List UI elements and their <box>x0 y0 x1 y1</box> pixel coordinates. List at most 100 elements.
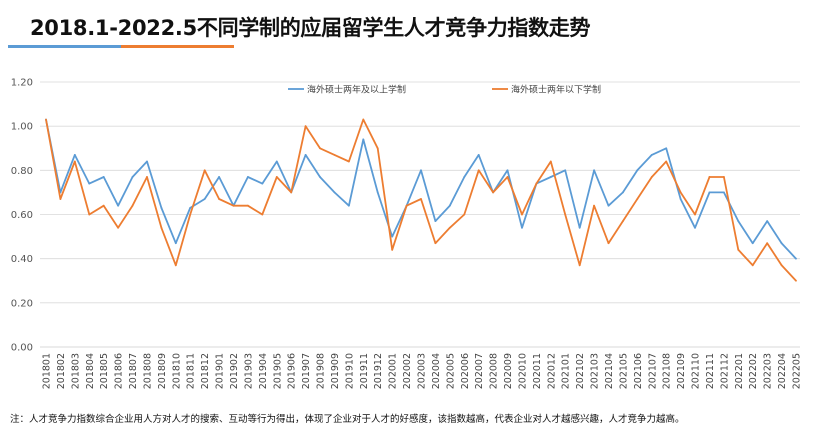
data-point <box>319 176 321 178</box>
data-point <box>420 169 422 172</box>
data-point <box>420 198 422 200</box>
x-tick-label: 202007 <box>474 353 485 389</box>
data-point <box>463 213 466 216</box>
x-tick-label: 201910 <box>344 353 355 389</box>
x-tick-label: 201807 <box>128 353 139 389</box>
x-tick-label: 201902 <box>229 353 240 389</box>
data-point <box>261 182 264 185</box>
x-tick-label: 201912 <box>373 353 384 389</box>
x-tick-label: 201909 <box>330 353 341 389</box>
x-tick-label: 202202 <box>748 353 759 389</box>
x-tick-label: 202203 <box>763 353 774 389</box>
x-tick-label: 202106 <box>633 353 644 389</box>
data-point <box>434 220 437 223</box>
data-point <box>261 213 264 216</box>
data-point <box>131 176 134 178</box>
data-point <box>405 204 408 207</box>
data-point <box>549 176 552 178</box>
data-point <box>564 169 567 172</box>
data-point <box>189 206 192 209</box>
data-point <box>247 176 249 178</box>
data-point <box>275 160 278 163</box>
x-tick-label: 202009 <box>503 353 514 389</box>
data-point <box>722 176 725 178</box>
data-point <box>333 191 336 194</box>
x-tick-label: 202108 <box>662 353 673 389</box>
data-point <box>665 147 668 150</box>
x-tick-label: 201908 <box>316 353 327 389</box>
x-tick-label: 201811 <box>186 353 197 389</box>
data-point <box>189 213 192 216</box>
data-point <box>722 191 725 194</box>
data-point <box>492 191 495 194</box>
data-point <box>275 176 278 178</box>
x-tick-label: 202101 <box>561 353 572 389</box>
data-point <box>766 242 769 245</box>
data-point <box>737 248 740 251</box>
y-tick-label: 0.20 <box>11 298 33 309</box>
data-point <box>88 182 91 185</box>
x-tick-label: 202002 <box>402 353 413 389</box>
data-point <box>247 204 249 207</box>
data-point <box>506 169 509 172</box>
y-tick-label: 0.60 <box>11 210 33 221</box>
data-point <box>73 160 76 163</box>
data-point <box>174 264 177 267</box>
y-tick-label: 1.20 <box>11 78 33 89</box>
y-tick-label: 0.40 <box>11 254 33 265</box>
data-point <box>376 147 379 150</box>
x-tick-label: 202107 <box>647 353 658 389</box>
data-point <box>88 213 91 216</box>
data-point <box>795 279 797 282</box>
x-tick-label: 201911 <box>359 353 370 389</box>
data-point <box>593 169 595 172</box>
data-point <box>578 226 581 229</box>
data-point <box>391 235 394 238</box>
x-tick-label: 202204 <box>777 353 788 389</box>
data-point <box>160 226 163 229</box>
title-underline-orange <box>121 45 234 48</box>
data-point <box>751 242 754 245</box>
title-underline-blue <box>8 45 121 48</box>
x-tick-label: 201905 <box>272 353 283 389</box>
data-point <box>477 153 480 156</box>
data-point <box>636 169 639 172</box>
y-tick-label: 0.80 <box>11 166 33 177</box>
data-point <box>506 176 509 178</box>
data-point <box>535 182 538 185</box>
data-point <box>102 204 105 207</box>
data-point <box>146 160 148 163</box>
data-point <box>578 264 581 267</box>
data-point <box>362 138 365 141</box>
data-point <box>146 176 148 178</box>
x-tick-label: 202006 <box>460 353 471 389</box>
x-tick-label: 201812 <box>200 353 211 389</box>
data-point <box>203 198 206 200</box>
data-point <box>564 213 567 216</box>
x-tick-label: 202004 <box>431 353 442 389</box>
data-point <box>521 213 523 216</box>
x-tick-label: 202105 <box>618 353 629 389</box>
legend-label: 海外硕士两年以下学制 <box>511 84 601 96</box>
x-tick-label: 202008 <box>489 353 500 389</box>
x-tick-label: 201904 <box>258 353 269 389</box>
data-point <box>218 176 220 178</box>
x-tick-label: 202109 <box>676 353 687 389</box>
data-point <box>391 248 394 251</box>
x-tick-label: 201810 <box>171 353 182 389</box>
x-tick-label: 201805 <box>99 353 110 389</box>
x-tick-label: 202201 <box>734 353 745 389</box>
data-point <box>448 226 451 229</box>
data-point <box>708 191 711 194</box>
data-point <box>304 153 307 156</box>
title-underline <box>8 45 234 48</box>
data-point <box>174 242 177 245</box>
x-tick-label: 202111 <box>705 353 716 389</box>
data-point <box>290 191 293 194</box>
data-point <box>694 213 696 216</box>
data-point <box>160 206 163 209</box>
legend-label: 海外硕士两年及以上学制 <box>307 84 406 96</box>
data-point <box>117 226 120 229</box>
x-tick-label: 202003 <box>417 353 428 389</box>
